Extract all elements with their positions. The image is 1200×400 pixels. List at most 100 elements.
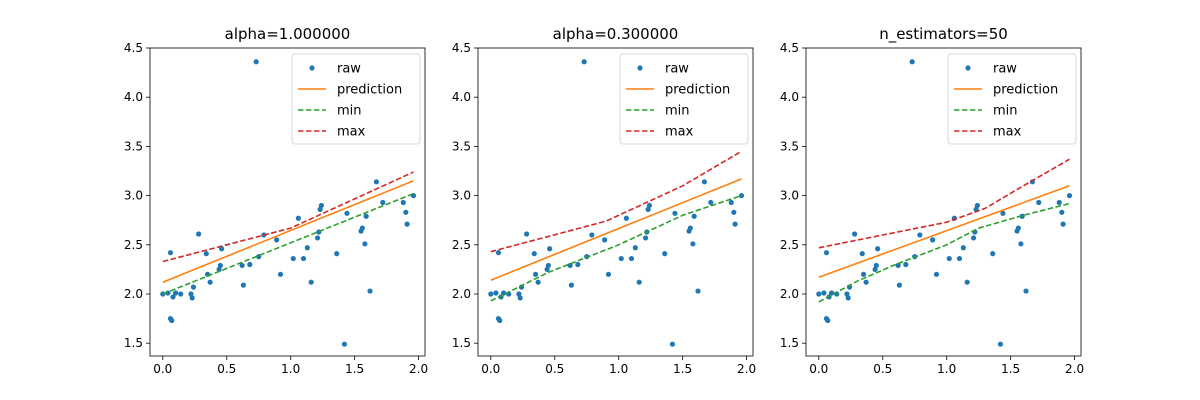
x-tick-label: 2.0 <box>1065 362 1084 376</box>
raw-point <box>532 271 539 277</box>
raw-point <box>1060 221 1066 227</box>
raw-point <box>618 255 624 262</box>
raw-point <box>645 206 651 212</box>
raw-point <box>363 213 369 219</box>
raw-point <box>219 246 225 252</box>
raw-point <box>605 271 612 277</box>
raw-point <box>581 59 587 65</box>
x-tick-label: 0.0 <box>153 362 172 376</box>
x-tick-label: 0.5 <box>873 362 892 376</box>
raw-point <box>646 202 652 209</box>
x-tick-label: 2.0 <box>409 362 428 376</box>
raw-point <box>845 295 851 301</box>
raw-point <box>170 294 176 300</box>
raw-point <box>860 271 867 277</box>
raw-point <box>488 291 494 297</box>
raw-point <box>1023 288 1029 294</box>
raw-point <box>190 284 197 290</box>
raw-point <box>167 250 174 256</box>
raw-point <box>531 251 537 257</box>
x-tick-label: 1.0 <box>937 362 956 376</box>
legend-frame <box>947 53 1077 145</box>
prediction-line <box>490 178 742 281</box>
raw-point <box>1036 199 1042 206</box>
y-tick-label: 4.5 <box>124 41 143 55</box>
raw-point <box>203 251 209 257</box>
raw-point <box>1018 241 1024 247</box>
raw-point <box>960 245 966 251</box>
raw-point <box>903 261 909 268</box>
legend-label-min: min <box>993 104 1018 119</box>
prediction-line <box>818 185 1070 279</box>
raw-point <box>516 291 522 297</box>
raw-point <box>178 291 184 297</box>
x-tick-label: 1.5 <box>1001 362 1020 376</box>
legend-frame <box>619 53 749 145</box>
legend-label-max: max <box>337 125 366 140</box>
raw-point <box>823 250 830 256</box>
raw-point <box>575 261 581 268</box>
raw-point <box>295 215 301 221</box>
raw-point <box>636 279 642 285</box>
x-tick-label: 2.0 <box>737 362 756 376</box>
raw-point <box>708 199 714 206</box>
raw-point <box>517 295 523 301</box>
raw-point <box>334 251 340 257</box>
raw-point <box>946 255 952 262</box>
y-tick-label: 3.0 <box>452 189 471 203</box>
raw-point <box>493 290 499 296</box>
raw-point <box>821 290 827 296</box>
x-tick-label: 0.0 <box>481 362 500 376</box>
raw-point <box>728 199 734 206</box>
raw-point <box>933 271 940 277</box>
raw-point <box>341 341 348 347</box>
raw-point <box>873 262 879 269</box>
legend-marker-raw <box>309 65 315 71</box>
raw-point <box>642 235 649 241</box>
x-tick-label: 1.0 <box>609 362 628 376</box>
raw-point <box>859 251 865 257</box>
raw-point <box>314 235 321 241</box>
y-tick-label: 2.0 <box>780 287 799 301</box>
raw-point <box>1000 210 1006 216</box>
raw-point <box>690 241 696 247</box>
raw-point <box>359 225 365 231</box>
raw-point <box>895 262 901 269</box>
legend-marker-raw <box>965 65 971 71</box>
chart-title: alpha=0.300000 <box>553 25 679 43</box>
axes-frame <box>477 47 754 357</box>
raw-point <box>207 279 213 285</box>
raw-point <box>318 202 324 209</box>
raw-point <box>964 279 970 285</box>
raw-point <box>189 295 195 301</box>
raw-point <box>852 231 858 237</box>
x-tick-label: 1.5 <box>345 362 364 376</box>
y-tick-label: 3.5 <box>452 139 471 153</box>
raw-point <box>304 245 310 251</box>
raw-point <box>1066 193 1073 199</box>
raw-point <box>362 241 368 247</box>
legend-label-min: min <box>337 104 362 119</box>
chart-panel-3: n_estimators=50 0.0 0.5 1.0 1.5 2.0 1.5 2.0 2.5 3… <box>780 25 1084 376</box>
raw-point <box>628 255 635 262</box>
x-tick-label: 0.5 <box>545 362 564 376</box>
raw-point <box>290 255 296 262</box>
raw-point <box>701 179 707 185</box>
x-tick-label: 1.0 <box>281 362 300 376</box>
raw-point <box>524 231 530 237</box>
raw-point <box>367 288 373 294</box>
x-tick-label: 0.5 <box>217 362 236 376</box>
raw-point <box>997 341 1004 347</box>
raw-point <box>956 255 963 262</box>
raw-point <box>344 210 350 216</box>
raw-point <box>545 262 551 269</box>
y-tick-label: 1.5 <box>452 336 471 350</box>
x-tick-label: 0.0 <box>809 362 828 376</box>
raw-point <box>196 231 202 237</box>
raw-point <box>990 251 996 257</box>
legend-label-prediction: prediction <box>337 83 402 98</box>
raw-point <box>602 237 608 243</box>
raw-point <box>172 290 179 296</box>
raw-point <box>691 213 697 219</box>
